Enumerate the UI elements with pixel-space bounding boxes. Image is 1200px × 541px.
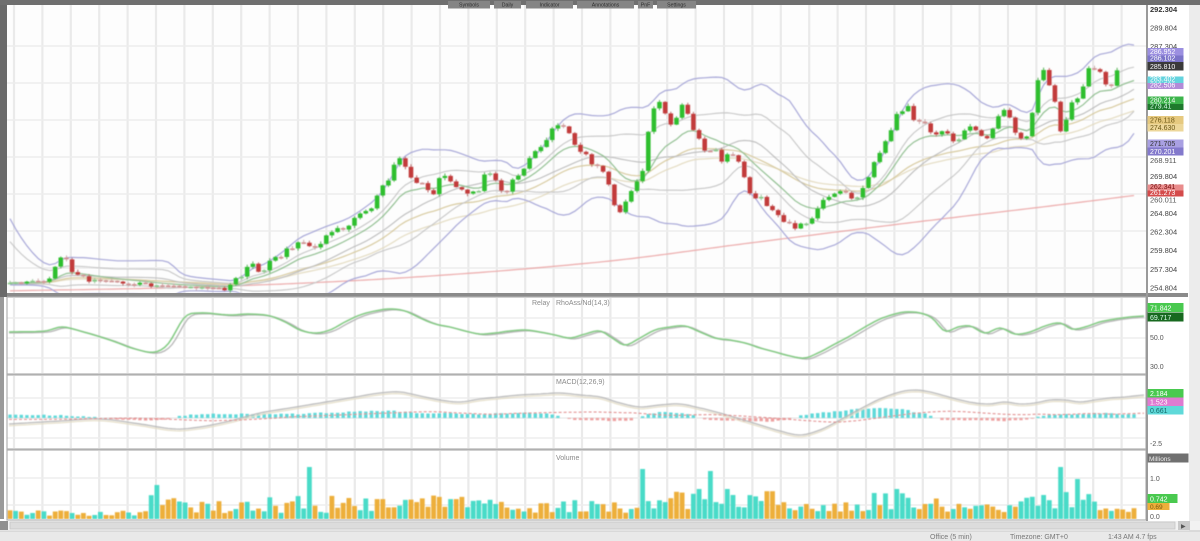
svg-text:Millions: Millions [1149, 456, 1171, 463]
svg-text:50.0: 50.0 [1150, 335, 1164, 342]
svg-text:264.804: 264.804 [1150, 209, 1177, 218]
svg-text:268.911: 268.911 [1150, 156, 1177, 165]
svg-text:PnF: PnF [641, 3, 651, 9]
svg-text:Relay: Relay [532, 300, 550, 307]
svg-text:283.402: 283.402 [1150, 76, 1175, 83]
svg-text:276.118: 276.118 [1150, 117, 1175, 124]
svg-text:0.69: 0.69 [1150, 504, 1163, 511]
svg-text:270.201: 270.201 [1150, 149, 1175, 156]
svg-text:-2.5: -2.5 [1150, 441, 1162, 448]
svg-text:262.341: 262.341 [1150, 184, 1175, 191]
svg-text:286.952: 286.952 [1150, 49, 1175, 56]
svg-text:RhoAss/Nd(14,3): RhoAss/Nd(14,3) [556, 300, 610, 307]
svg-text:Volume: Volume [556, 455, 579, 462]
svg-text:Indicator: Indicator [540, 3, 560, 9]
svg-text:Timezone: GMT+0: Timezone: GMT+0 [1010, 534, 1068, 541]
svg-text:30.0: 30.0 [1150, 364, 1164, 371]
svg-text:274.630: 274.630 [1150, 125, 1175, 132]
svg-text:282.506: 282.506 [1150, 82, 1175, 89]
svg-text:0.661: 0.661 [1150, 408, 1168, 415]
svg-text:2.184: 2.184 [1150, 391, 1168, 398]
svg-text:Office (5 min): Office (5 min) [930, 534, 972, 541]
svg-text:271.705: 271.705 [1150, 141, 1175, 148]
svg-text:260.011: 260.011 [1150, 196, 1177, 205]
svg-text:Daily: Daily [502, 3, 514, 9]
svg-text:Settings: Settings [667, 3, 686, 9]
svg-text:254.804: 254.804 [1150, 283, 1177, 292]
svg-text:257.304: 257.304 [1150, 265, 1177, 274]
svg-text:1:43 AM 4.7 fps: 1:43 AM 4.7 fps [1108, 534, 1157, 541]
svg-text:261.273: 261.273 [1150, 190, 1175, 197]
svg-text:285.810: 285.810 [1150, 64, 1175, 71]
svg-text:0.0: 0.0 [1150, 514, 1160, 521]
svg-text:1.0: 1.0 [1150, 476, 1160, 483]
svg-text:269.804: 269.804 [1150, 172, 1177, 181]
svg-text:289.804: 289.804 [1150, 24, 1177, 33]
svg-text:287.304: 287.304 [1150, 42, 1177, 51]
svg-text:280.214: 280.214 [1150, 97, 1175, 104]
svg-text:292.304: 292.304 [1150, 5, 1178, 14]
svg-text:279.41: 279.41 [1150, 103, 1172, 110]
svg-text:259.804: 259.804 [1150, 246, 1177, 255]
svg-text:0.742: 0.742 [1150, 497, 1168, 504]
svg-text:286.102: 286.102 [1150, 55, 1175, 62]
svg-text:71.842: 71.842 [1150, 306, 1172, 313]
svg-text:262.304: 262.304 [1150, 228, 1177, 237]
svg-text:MACD(12,26,9): MACD(12,26,9) [556, 379, 605, 386]
svg-text:69.717: 69.717 [1150, 315, 1172, 322]
svg-text:1.523: 1.523 [1150, 400, 1168, 407]
svg-text:Symbols: Symbols [459, 3, 479, 9]
svg-text:▶: ▶ [1181, 524, 1186, 530]
svg-text:Annotations: Annotations [592, 3, 620, 9]
